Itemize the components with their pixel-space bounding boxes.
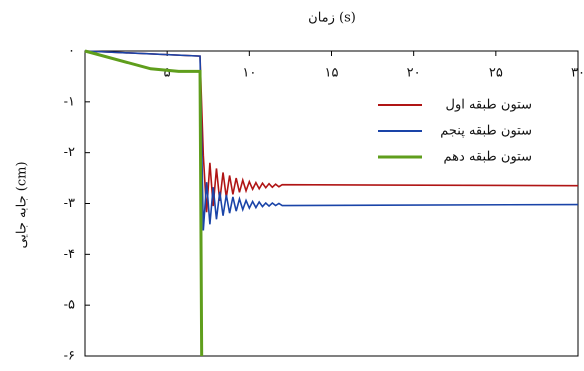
x-tick-label: ۳۰ (571, 66, 584, 81)
x-tick-label: ۱۵ (325, 66, 339, 81)
y-tick-label: -۴ (64, 247, 75, 262)
y-tick-label: ۰ (68, 44, 75, 59)
y-tick-label: -۲ (64, 145, 75, 160)
legend-label: ستون طبقه پنجم (440, 124, 532, 139)
y-tick-label: -۶ (64, 349, 75, 364)
series-line (84, 50, 579, 213)
series-line (84, 50, 579, 231)
y-tick-label: -۵ (64, 298, 75, 313)
y-tick-label: -۱ (64, 94, 75, 109)
chart-title: زمان (s) (308, 11, 356, 26)
x-tick-label: ۵ (164, 66, 171, 81)
x-tick-label: ۲۵ (489, 66, 503, 81)
y-tick-label: -۳ (64, 196, 75, 211)
legend-label: ستون طبقه اول (446, 98, 533, 113)
legend-label: ستون طبقه دهم (444, 150, 532, 165)
y-axis-label: جابه جایی (cm) (15, 161, 30, 248)
x-tick-label: ۱۰ (242, 66, 256, 81)
x-tick-label: ۲۰ (407, 66, 421, 81)
series-line (84, 49, 204, 357)
